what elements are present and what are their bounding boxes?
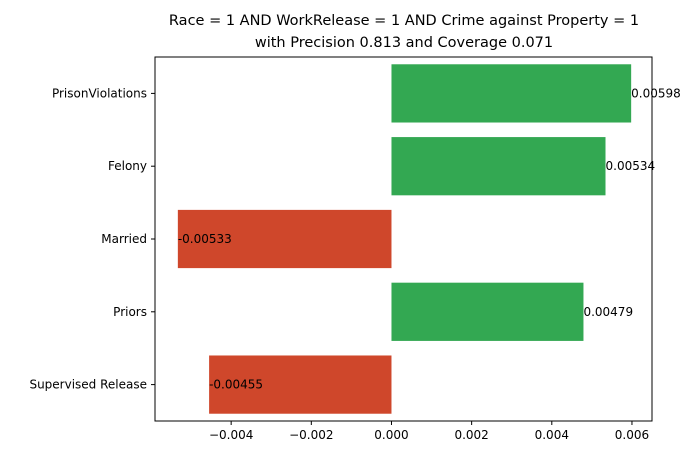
plot-area-frame bbox=[154, 56, 653, 422]
data-label-supervised-release: -0.00455 bbox=[209, 378, 263, 392]
data-label-prisonviolations: 0.00598 bbox=[631, 86, 681, 100]
bar-priors bbox=[391, 282, 584, 341]
x-tick-label: 0.006 bbox=[615, 428, 649, 442]
x-tick-label: −0.002 bbox=[289, 428, 333, 442]
data-label-married: -0.00533 bbox=[178, 232, 232, 246]
x-tick-label: 0.000 bbox=[374, 428, 408, 442]
bar-married bbox=[177, 209, 392, 269]
y-tick-label-married: Married bbox=[101, 232, 147, 246]
bar-prisonviolations bbox=[391, 64, 632, 123]
data-label-priors: 0.00479 bbox=[583, 305, 633, 319]
data-label-felony: 0.00534 bbox=[606, 159, 656, 173]
labels-group: PrisonViolations 0.00598 Felony 0.00534 Marr… bbox=[29, 86, 680, 442]
y-tick-label-supervised-release: Supervised Release bbox=[29, 378, 147, 392]
bar-felony bbox=[391, 137, 606, 196]
chart-title-line-1: Race = 1 AND WorkRelease = 1 AND Crime a… bbox=[169, 13, 639, 29]
y-tick-label-felony: Felony bbox=[108, 159, 147, 173]
bar-supervised-release bbox=[209, 355, 392, 414]
y-tick-label-priors: Priors bbox=[113, 305, 147, 319]
chart-title-line-2: with Precision 0.813 and Coverage 0.071 bbox=[255, 35, 553, 51]
x-tick-label: 0.004 bbox=[535, 428, 569, 442]
x-tick-label: −0.004 bbox=[209, 428, 253, 442]
y-tick-label-prisonviolations: PrisonViolations bbox=[52, 86, 147, 100]
x-tick-label: 0.002 bbox=[454, 428, 488, 442]
bars-group bbox=[177, 64, 632, 414]
